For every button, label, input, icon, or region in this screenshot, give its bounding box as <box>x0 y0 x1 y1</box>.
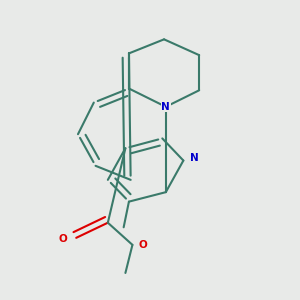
Text: N: N <box>161 102 170 112</box>
Text: O: O <box>58 233 67 244</box>
Text: O: O <box>139 240 147 250</box>
Text: N: N <box>190 153 198 163</box>
